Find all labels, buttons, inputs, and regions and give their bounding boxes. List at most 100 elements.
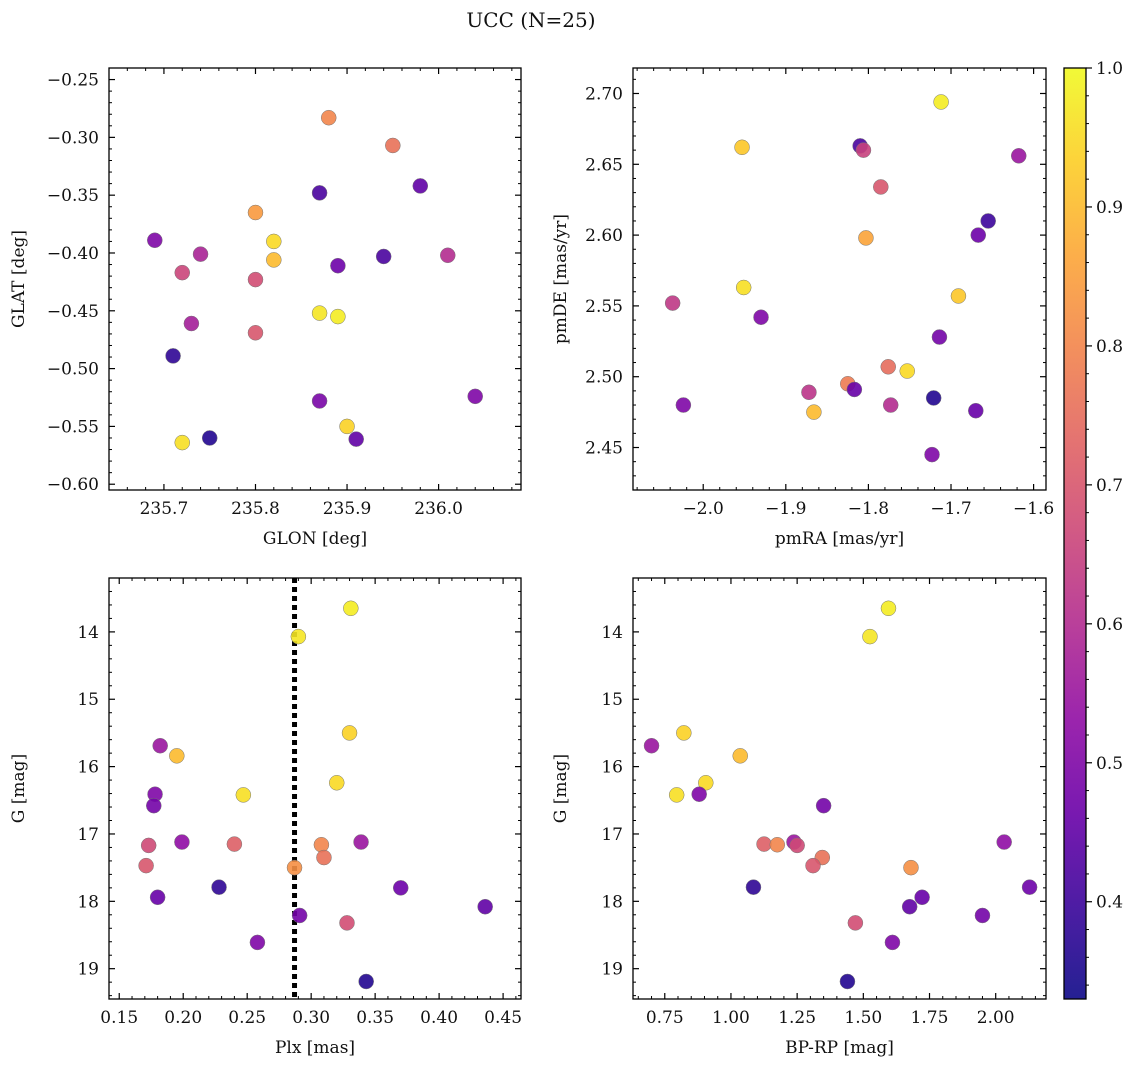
y-tick-label: 14 bbox=[77, 623, 99, 643]
data-point bbox=[931, 329, 948, 345]
data-point bbox=[753, 309, 769, 325]
data-point bbox=[235, 787, 252, 803]
data-point bbox=[174, 434, 190, 451]
data-point bbox=[320, 109, 337, 126]
data-point bbox=[247, 271, 264, 288]
data-point bbox=[311, 185, 328, 201]
y-tick-label: 15 bbox=[601, 690, 623, 710]
y-axis-label: G [mag] bbox=[551, 754, 571, 823]
data-point bbox=[311, 305, 328, 321]
data-point bbox=[925, 390, 942, 406]
data-point bbox=[855, 142, 872, 158]
data-point bbox=[839, 973, 856, 990]
y-tick-label: 2.65 bbox=[585, 155, 623, 175]
x-tick-label: 235.8 bbox=[231, 499, 280, 519]
y-tick-label: −0.35 bbox=[47, 186, 99, 206]
data-point bbox=[286, 859, 303, 876]
x-tick-label: 236.0 bbox=[414, 499, 463, 519]
data-point bbox=[165, 348, 181, 364]
x-tick-label: 0.30 bbox=[292, 1008, 330, 1028]
data-point bbox=[183, 315, 200, 332]
y-tick-label: 2.50 bbox=[585, 368, 623, 388]
figure-title: UCC (N=25) bbox=[466, 8, 595, 32]
colorbar-frame bbox=[1063, 67, 1087, 1000]
x-tick-label: 0.75 bbox=[646, 1008, 684, 1028]
y-tick-label: 17 bbox=[601, 825, 623, 845]
y-tick-label: 2.45 bbox=[585, 439, 623, 459]
x-tick-label: 235.9 bbox=[323, 499, 372, 519]
colorbar-gradient bbox=[1064, 68, 1086, 999]
y-tick-label: −0.50 bbox=[47, 360, 99, 380]
data-point bbox=[385, 137, 401, 154]
data-point bbox=[668, 787, 685, 803]
data-point bbox=[846, 381, 863, 398]
data-point bbox=[769, 836, 786, 853]
data-point bbox=[1021, 879, 1038, 895]
data-point bbox=[880, 359, 896, 375]
y-tick-label: 2.55 bbox=[585, 297, 623, 317]
data-point bbox=[789, 837, 805, 854]
x-tick-label: −1.9 bbox=[765, 499, 806, 519]
y-axis-label: G [mag] bbox=[9, 754, 29, 823]
x-tick-label: 0.40 bbox=[420, 1008, 458, 1028]
data-point bbox=[924, 446, 940, 463]
data-point bbox=[152, 737, 168, 754]
colorbar-tick-label: 0.7 bbox=[1096, 476, 1123, 496]
data-point bbox=[348, 431, 364, 447]
data-point bbox=[805, 857, 821, 874]
data-point bbox=[806, 404, 822, 420]
data-point bbox=[933, 94, 949, 110]
data-point bbox=[873, 179, 889, 195]
data-point bbox=[847, 915, 864, 931]
data-point bbox=[880, 600, 897, 617]
x-axis-label: Plx [mas] bbox=[275, 1038, 355, 1058]
axes-frame bbox=[108, 577, 522, 1000]
y-tick-label: 15 bbox=[77, 690, 99, 710]
data-point bbox=[899, 363, 915, 379]
data-point bbox=[201, 430, 218, 446]
panel-top-left: 235.7 235.8 235.9 236.0 −0.60 −0.55 −0.50 −0.45… bbox=[9, 67, 522, 549]
data-point bbox=[858, 230, 874, 246]
data-point bbox=[675, 397, 692, 413]
y-tick-label: 16 bbox=[601, 758, 623, 778]
data-point bbox=[330, 308, 346, 325]
data-point bbox=[192, 246, 209, 262]
data-point bbox=[247, 325, 264, 341]
data-point bbox=[311, 393, 328, 409]
data-point bbox=[882, 397, 899, 413]
x-tick-label: 0.15 bbox=[100, 1008, 138, 1028]
x-axis-label: GLON [deg] bbox=[263, 529, 367, 549]
colorbar-tick-label: 0.4 bbox=[1096, 893, 1123, 913]
y-tick-label: −0.25 bbox=[47, 71, 99, 91]
y-tick-label: 18 bbox=[601, 892, 623, 912]
data-point bbox=[734, 139, 750, 156]
data-point bbox=[353, 834, 369, 850]
data-point bbox=[392, 880, 409, 896]
data-point bbox=[341, 725, 358, 741]
data-point bbox=[477, 898, 493, 915]
x-tick-label: 1.50 bbox=[844, 1008, 882, 1028]
data-point bbox=[140, 837, 157, 854]
data-point bbox=[801, 384, 817, 401]
data-point bbox=[146, 797, 162, 814]
data-point bbox=[358, 973, 374, 990]
x-tick-label: 0.45 bbox=[484, 1008, 522, 1028]
data-point bbox=[329, 775, 345, 791]
data-point bbox=[226, 836, 243, 852]
data-point bbox=[996, 834, 1012, 850]
data-point bbox=[440, 247, 456, 264]
data-point bbox=[676, 725, 692, 741]
data-point bbox=[732, 748, 748, 764]
x-tick-label: 0.35 bbox=[356, 1008, 394, 1028]
y-tick-label: −0.40 bbox=[47, 244, 99, 264]
data-point bbox=[211, 879, 227, 895]
data-point bbox=[138, 857, 154, 874]
y-tick-label: 2.70 bbox=[585, 84, 623, 104]
data-point bbox=[339, 915, 355, 931]
data-point bbox=[735, 279, 752, 296]
y-tick-label: 19 bbox=[601, 960, 623, 980]
colorbar: 0.4 0.5 0.6 0.7 0.8 0.9 1.0 bbox=[1063, 59, 1123, 1000]
y-tick-label: 2.60 bbox=[585, 226, 623, 246]
data-point bbox=[249, 934, 266, 951]
